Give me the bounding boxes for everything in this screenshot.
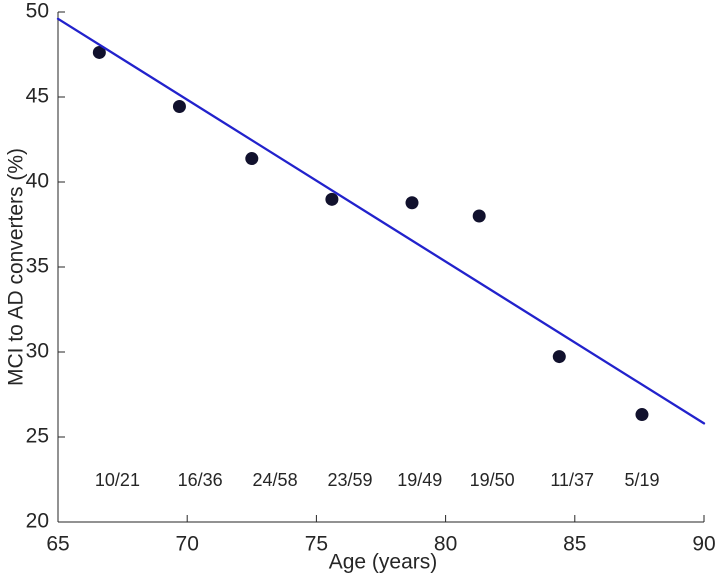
data-point bbox=[245, 152, 259, 166]
x-tick-label: 75 bbox=[305, 532, 328, 555]
fraction-label: 19/49 bbox=[397, 470, 442, 490]
y-axis-title: MCI to AD converters (%) bbox=[5, 148, 28, 386]
x-tick-label: 65 bbox=[46, 532, 69, 555]
data-point bbox=[635, 408, 649, 422]
y-tick-label: 25 bbox=[26, 425, 49, 448]
data-point bbox=[325, 192, 339, 206]
fraction-label: 5/19 bbox=[624, 470, 659, 490]
data-point bbox=[552, 350, 566, 364]
fraction-label: 19/50 bbox=[470, 470, 515, 490]
x-tick-label: 90 bbox=[692, 532, 715, 555]
y-tick-label: 35 bbox=[26, 255, 49, 278]
x-tick-label: 80 bbox=[434, 532, 457, 555]
fraction-label: 23/59 bbox=[327, 470, 372, 490]
regression-line bbox=[56, 17, 706, 425]
y-tick-label: 45 bbox=[26, 85, 49, 108]
y-tick-label: 30 bbox=[26, 340, 49, 363]
data-point bbox=[472, 209, 486, 223]
fraction-label: 11/37 bbox=[550, 470, 594, 490]
data-point bbox=[92, 45, 106, 59]
y-tick-label: 50 bbox=[26, 0, 49, 23]
y-tick-label: 40 bbox=[26, 170, 49, 193]
x-tick-label: 85 bbox=[563, 532, 586, 555]
data-point bbox=[172, 100, 186, 114]
x-tick-label: 70 bbox=[176, 532, 199, 555]
fraction-label: 16/36 bbox=[178, 470, 223, 490]
fraction-label: 10/21 bbox=[95, 470, 140, 490]
y-tick-label: 20 bbox=[26, 510, 49, 533]
fraction-label: 24/58 bbox=[253, 470, 298, 490]
x-axis-title: Age (years) bbox=[329, 551, 438, 574]
data-point bbox=[405, 196, 419, 210]
